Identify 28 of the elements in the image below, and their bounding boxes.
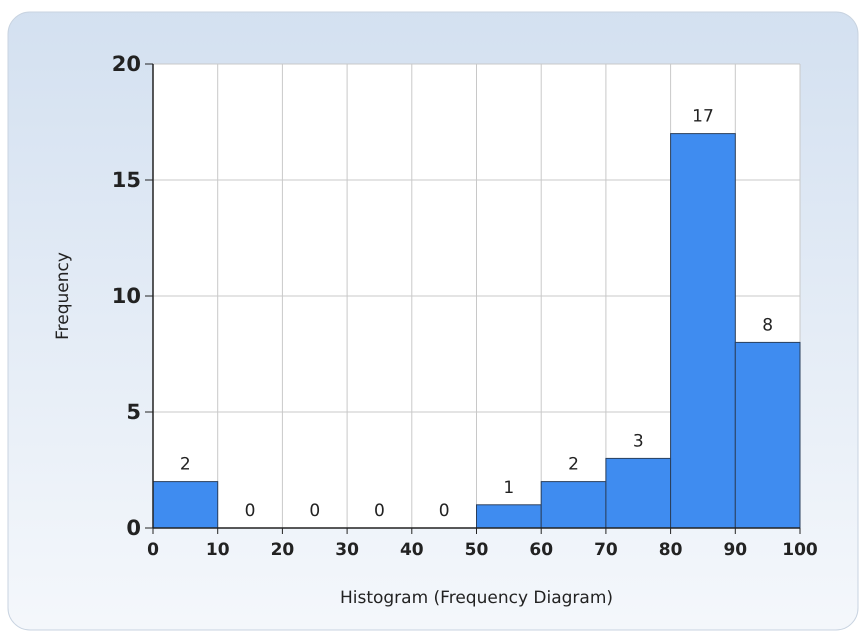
data-label: 1 (503, 478, 514, 498)
x-tick-label: 50 (464, 540, 488, 560)
x-tick-label: 20 (270, 540, 294, 560)
x-tick-label: 80 (658, 540, 683, 560)
x-tick-label: 0 (147, 540, 160, 560)
x-tick-label: 30 (335, 540, 360, 560)
y-tick-label: 15 (112, 168, 141, 192)
data-label: 3 (632, 431, 644, 452)
x-tick-label: 70 (594, 540, 618, 560)
data-label: 0 (374, 501, 385, 521)
y-axis-title: Frequency (53, 252, 73, 340)
x-tick-label: 40 (400, 540, 424, 560)
data-label: 2 (180, 454, 191, 475)
y-tick-label: 0 (126, 516, 141, 540)
data-label: 0 (244, 501, 256, 521)
x-tick-label: 60 (529, 540, 554, 560)
data-label: 17 (692, 106, 714, 127)
y-tick-label: 5 (126, 400, 141, 424)
data-label: 2 (568, 454, 579, 475)
data-label: 0 (438, 501, 450, 521)
x-tick-label: 90 (723, 540, 748, 560)
y-tick-label: 20 (112, 52, 141, 76)
x-tick-label: 100 (782, 540, 818, 560)
x-tick-label: 10 (206, 540, 230, 560)
y-tick-label: 10 (112, 284, 141, 308)
x-axis-title: Histogram (Frequency Diagram) (340, 588, 614, 608)
data-label: 8 (762, 315, 774, 336)
data-label: 0 (309, 501, 320, 521)
